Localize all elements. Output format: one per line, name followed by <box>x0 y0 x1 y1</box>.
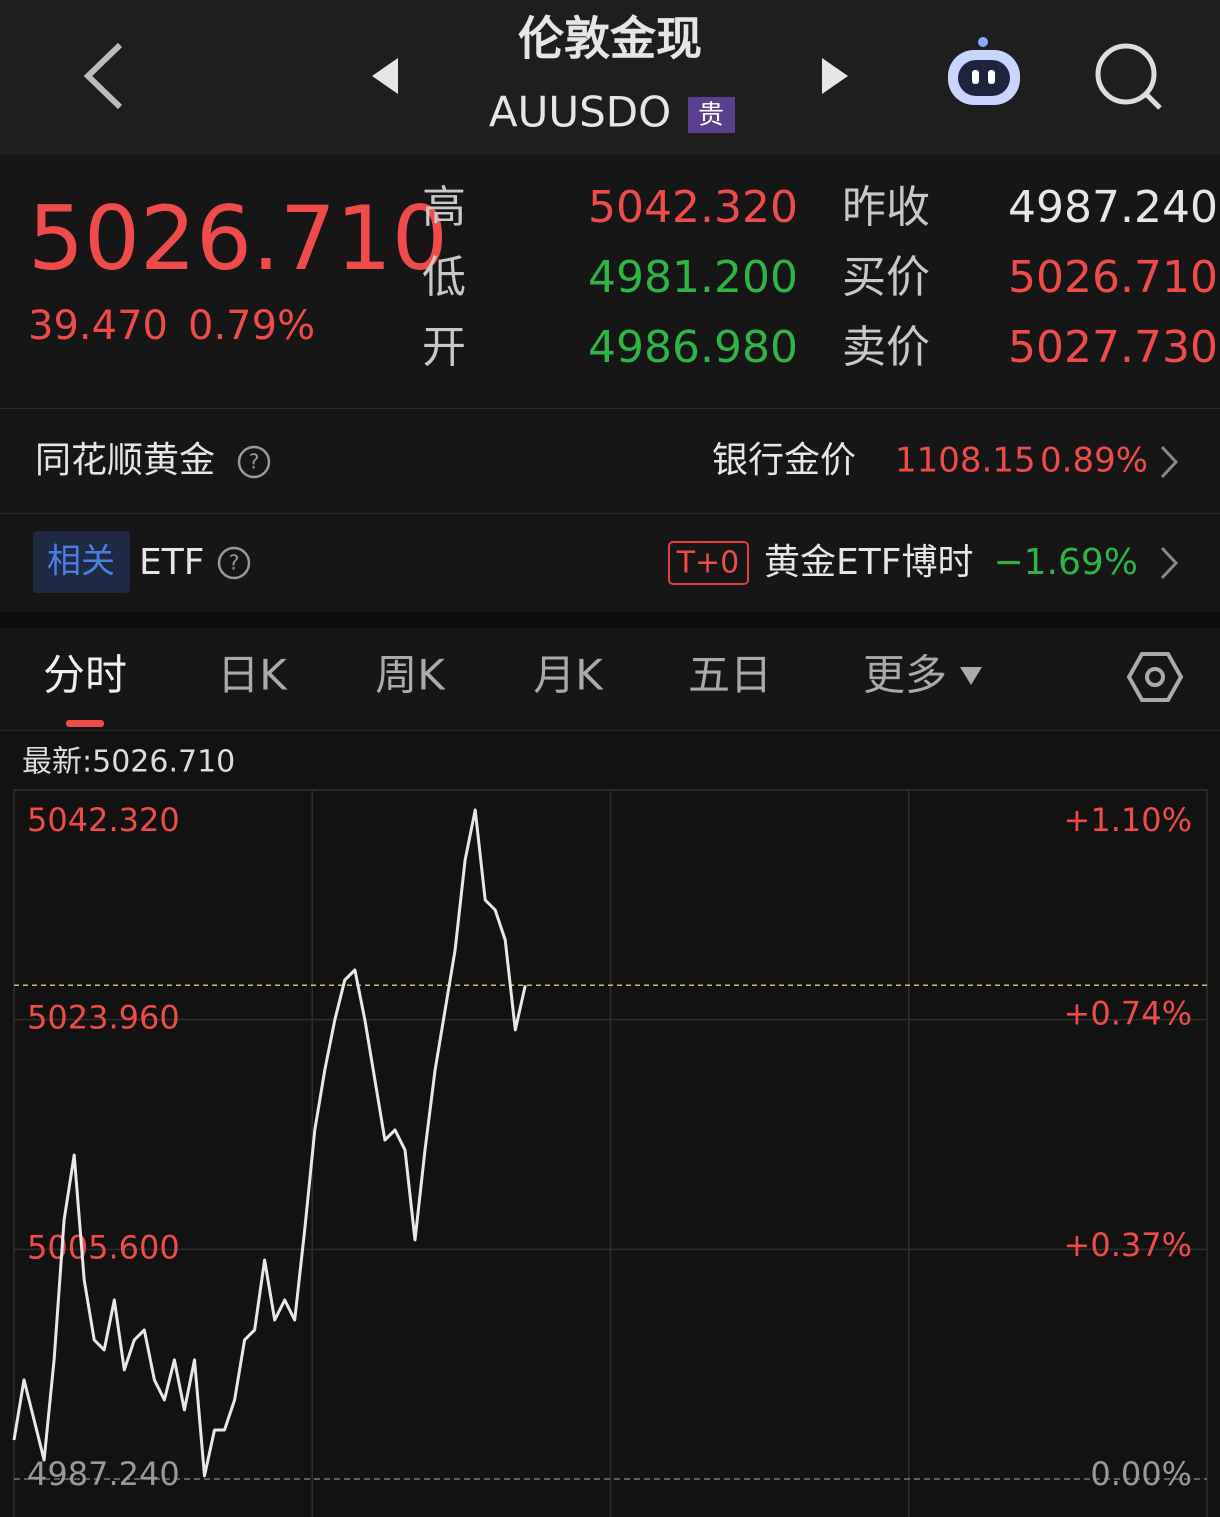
back-button[interactable] <box>83 42 123 110</box>
row-title: 同花顺黄金 <box>35 440 215 481</box>
badge-bg <box>688 97 735 133</box>
etf-pct: −1.69% <box>993 542 1138 583</box>
tab[interactable]: 五日 <box>688 651 772 700</box>
rows-bg <box>0 408 1220 612</box>
stat-label: 买价 <box>842 252 930 303</box>
price: 5026.710 <box>28 187 448 290</box>
stat-value: 4986.980 <box>588 322 798 373</box>
latest-label: 最新:5026.710 <box>22 745 235 780</box>
help-mark: ? <box>249 450 260 474</box>
tab[interactable]: 更多 <box>863 651 947 700</box>
price-line <box>12 808 527 1478</box>
change: 39.470 <box>28 303 168 349</box>
help-mark: ? <box>229 551 240 575</box>
search-button[interactable] <box>1095 43 1162 110</box>
bank-pct: 0.89% <box>1040 441 1148 481</box>
stat-value: 5027.730 <box>1008 322 1218 373</box>
y2-tick-label: +0.74% <box>1064 994 1192 1032</box>
change-pct: 0.79% <box>188 303 315 349</box>
badge: 贵 <box>698 101 724 131</box>
stat-label: 开 <box>422 322 466 373</box>
y-tick-label: 5042.320 <box>27 801 180 839</box>
gap <box>0 612 1220 628</box>
bank-row[interactable]: 同花顺黄金 ? 银行金价 1108.15 0.89% <box>35 440 1179 481</box>
code: AUUSDO <box>489 88 671 137</box>
stat-value: 4981.200 <box>588 252 798 303</box>
stat-label: 昨收 <box>842 182 930 233</box>
etf-row[interactable]: 相关 ETF ? T+0 黄金ETF博时 −1.69% <box>33 531 1179 593</box>
y-tick-label: 5023.960 <box>27 999 180 1037</box>
robot-icon[interactable] <box>948 37 1020 105</box>
tab[interactable]: 月K <box>533 651 604 700</box>
prev-button[interactable] <box>372 58 398 94</box>
quote-bg <box>0 155 1220 408</box>
bank-price: 1108.15 <box>895 441 1036 481</box>
next-button[interactable] <box>822 58 848 94</box>
etf-tag: T+0 <box>676 546 740 581</box>
tab-underline <box>66 720 104 727</box>
chart: 5042.320 5023.960 5005.600 4987.240 +1.10% +0… <box>12 789 1208 1517</box>
title: 伦敦金现 <box>518 12 702 66</box>
tab[interactable]: 分时 <box>43 651 127 700</box>
dropdown-arrow <box>960 667 982 685</box>
help-icon[interactable] <box>217 546 251 580</box>
etf-name: 黄金ETF博时 <box>764 542 973 583</box>
tab[interactable]: 周K <box>375 651 446 700</box>
tabs-bg <box>0 628 1220 730</box>
badge-bg <box>33 531 130 593</box>
chevron <box>1160 546 1179 580</box>
stat-label: 卖价 <box>842 322 930 373</box>
row-label: 银行金价 <box>712 440 856 481</box>
stat-value: 5026.710 <box>1008 252 1218 303</box>
tab[interactable]: 日K <box>217 651 288 700</box>
y2-tick-label: +0.37% <box>1064 1226 1192 1264</box>
stat-label: 低 <box>422 252 466 303</box>
stat-value: 5042.320 <box>588 182 798 233</box>
row-title: ETF <box>139 542 204 583</box>
settings-button[interactable] <box>1126 652 1184 702</box>
stat-value: 4987.240 <box>1008 182 1218 233</box>
tag-box <box>668 541 749 585</box>
stat-label: 高 <box>422 182 466 233</box>
help-icon[interactable] <box>237 445 271 479</box>
y-tick-label: 4987.240 <box>27 1455 180 1493</box>
etf-badge: 相关 <box>47 542 115 582</box>
chevron <box>1160 445 1179 479</box>
y-tick-label: 5005.600 <box>27 1228 180 1266</box>
y2-tick-label: 0.00% <box>1090 1455 1192 1493</box>
y2-tick-label: +1.10% <box>1064 801 1192 839</box>
